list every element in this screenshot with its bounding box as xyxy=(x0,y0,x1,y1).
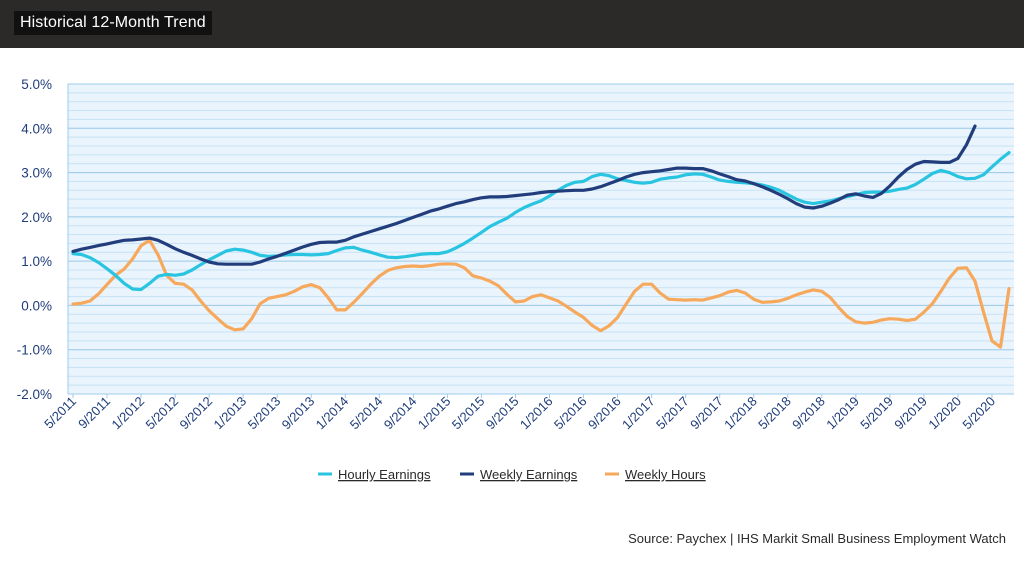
x-tick-label: 9/2018 xyxy=(789,394,828,433)
y-tick-label: 0.0% xyxy=(21,298,52,313)
x-tick-label: 9/2013 xyxy=(279,394,318,433)
x-tick-label: 9/2017 xyxy=(687,394,726,433)
x-tick-label: 1/2012 xyxy=(108,394,147,433)
x-tick-label: 1/2019 xyxy=(823,394,862,433)
x-tick-label: 9/2012 xyxy=(177,394,216,433)
x-tick-label: 5/2020 xyxy=(959,394,998,433)
y-tick-label: -2.0% xyxy=(17,387,52,402)
line-chart: 5.0%4.0%3.0%2.0%1.0%0.0%-1.0%-2.0%5/2011… xyxy=(17,77,1014,482)
source-note: Source: Paychex | IHS Markit Small Busin… xyxy=(628,531,1006,546)
x-tick-label: 1/2017 xyxy=(619,394,658,433)
y-tick-label: 5.0% xyxy=(21,77,52,92)
legend-label-hourly-earnings: Hourly Earnings xyxy=(338,467,431,482)
chart-title: Historical 12-Month Trend xyxy=(14,11,212,35)
y-tick-label: 1.0% xyxy=(21,254,52,269)
series-line-weekly-earnings xyxy=(71,124,977,266)
x-tick-label: 9/2019 xyxy=(891,394,930,433)
y-tick-label: 2.0% xyxy=(21,210,52,225)
legend-label-weekly-earnings: Weekly Earnings xyxy=(480,467,578,482)
x-tick-label: 5/2017 xyxy=(653,394,692,433)
x-tick-label: 1/2020 xyxy=(925,394,964,433)
plot-area xyxy=(68,84,1014,394)
x-tick-label: 1/2018 xyxy=(721,394,760,433)
x-tick-label: 5/2012 xyxy=(143,394,182,433)
y-tick-label: 3.0% xyxy=(21,166,52,181)
x-tick-label: 5/2016 xyxy=(551,394,590,433)
x-tick-label: 1/2015 xyxy=(415,394,454,433)
x-tick-label: 5/2013 xyxy=(245,394,284,433)
y-tick-label: 4.0% xyxy=(21,121,52,136)
x-tick-label: 9/2011 xyxy=(75,394,113,432)
x-tick-label: 5/2018 xyxy=(755,394,794,433)
x-tick-label: 5/2014 xyxy=(347,394,386,433)
x-tick-label: 5/2015 xyxy=(449,394,488,433)
x-tick-label: 9/2016 xyxy=(585,394,624,433)
x-tick-label: 1/2013 xyxy=(211,394,250,433)
x-tick-label: 9/2015 xyxy=(483,394,522,433)
legend-label-weekly-hours: Weekly Hours xyxy=(625,467,706,482)
series-line-weekly-hours xyxy=(71,238,1011,349)
x-tick-label: 1/2016 xyxy=(517,394,556,433)
x-tick-label: 5/2019 xyxy=(857,394,896,433)
x-tick-label: 1/2014 xyxy=(313,394,352,433)
y-tick-label: -1.0% xyxy=(17,343,52,358)
header-bar: Historical 12-Month Trend xyxy=(0,0,1024,48)
x-tick-label: 9/2014 xyxy=(381,394,420,433)
